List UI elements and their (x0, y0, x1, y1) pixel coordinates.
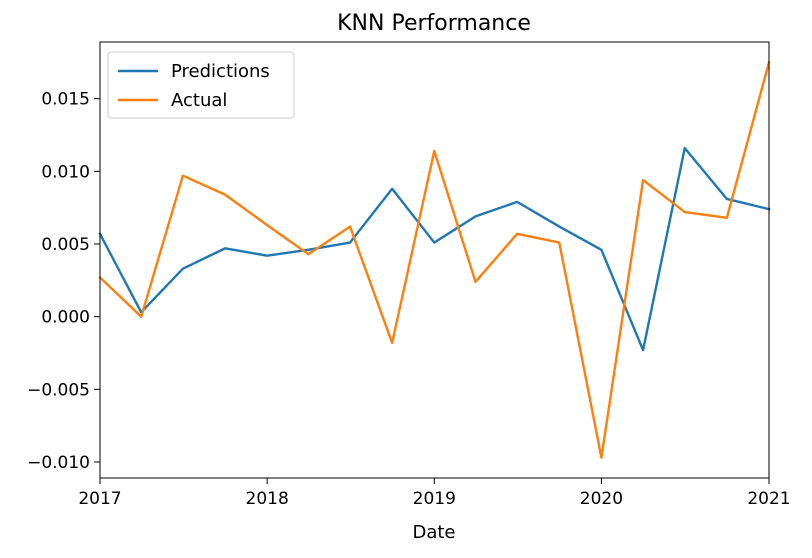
y-tick-label: 0.015 (41, 90, 90, 110)
legend: Predictions Actual (107, 51, 295, 119)
y-tick-label: −0.010 (27, 453, 90, 473)
y-tick-label: 0.005 (41, 235, 90, 255)
y-tick-label: 0.000 (41, 308, 90, 328)
legend-box (107, 51, 295, 119)
series-line-actual (98, 60, 771, 459)
x-tick-label: 2018 (246, 489, 289, 509)
y-axis: 0.015 0.010 0.005 0.000 −0.005 −0.010 (27, 90, 100, 473)
series-layer (98, 60, 771, 459)
legend-label-predictions: Predictions (171, 61, 270, 82)
x-tick-label: 2020 (580, 489, 623, 509)
x-axis: 2017 2018 2019 2020 2021 (78, 478, 791, 509)
chart-title: KNN Performance (337, 11, 531, 36)
x-tick-label: 2017 (78, 489, 121, 509)
y-tick-label: −0.005 (27, 380, 90, 400)
series-line-predictions (98, 146, 771, 352)
x-tick-label: 2019 (413, 489, 456, 509)
x-axis-title: Date (412, 522, 455, 543)
x-tick-label: 2021 (747, 489, 790, 509)
y-tick-label: 0.010 (41, 162, 90, 182)
legend-label-actual: Actual (171, 90, 227, 111)
